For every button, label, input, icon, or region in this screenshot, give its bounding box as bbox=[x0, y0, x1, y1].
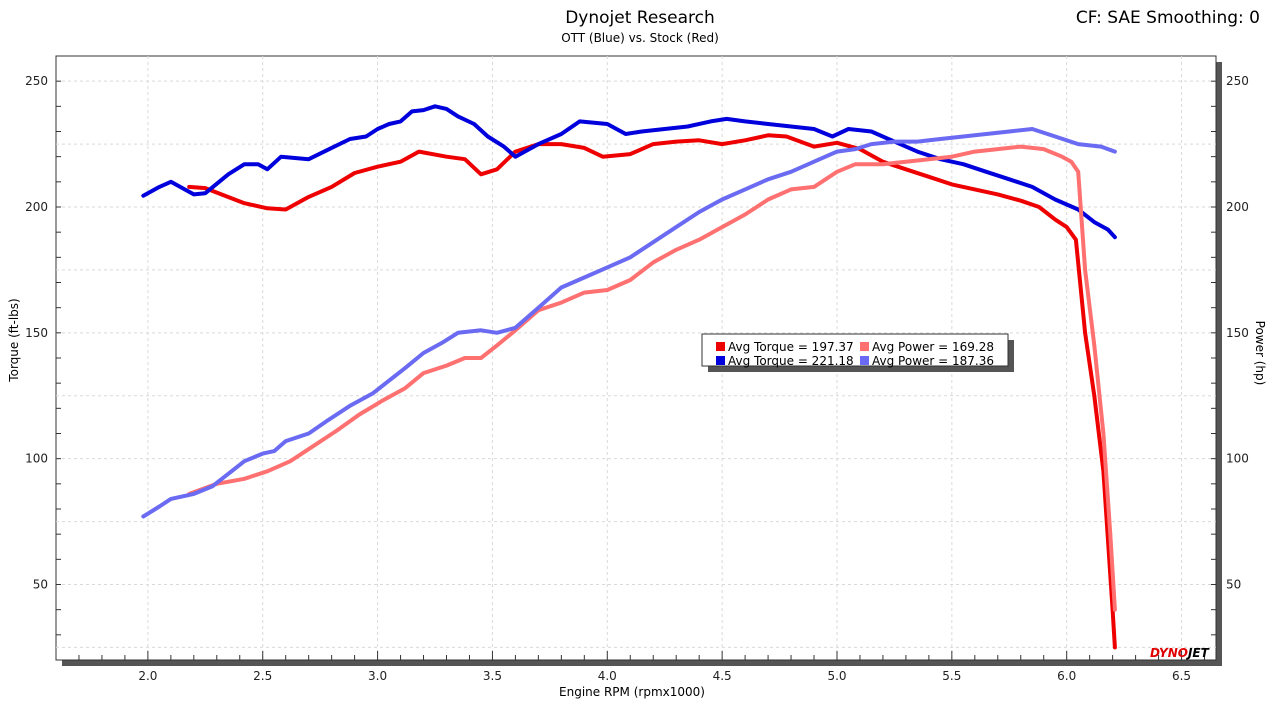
y-tick-label: 100 bbox=[25, 452, 48, 466]
legend-swatch bbox=[860, 342, 869, 351]
legend-swatch bbox=[716, 356, 725, 365]
y2-tick-label: 100 bbox=[1226, 452, 1249, 466]
legend-box bbox=[701, 333, 1009, 367]
brand-dyno-text: DYNO bbox=[1150, 646, 1188, 660]
legend-swatch bbox=[860, 356, 869, 365]
legend-entry: Avg Torque = 221.18 bbox=[728, 354, 854, 368]
brand-jet-text: JET bbox=[1186, 646, 1210, 660]
y2-tick-label: 250 bbox=[1226, 74, 1249, 88]
x-tick-label: 4.5 bbox=[713, 669, 732, 683]
x-tick-label: 3.5 bbox=[483, 669, 502, 683]
chart-title: Dynojet Research bbox=[565, 8, 715, 28]
y-tick-label: 150 bbox=[25, 326, 48, 340]
y-axis-label: Torque (ft-lbs) bbox=[7, 298, 21, 382]
legend-entry: Avg Torque = 197.37 bbox=[728, 340, 854, 354]
ticks: 2.0 2.5 3.0 3.5 4.0 4.5 5.0 5.5 6.0 6.5 50 50 100 100… bbox=[25, 74, 1249, 683]
dynojet-logo: DYNOJET bbox=[1150, 646, 1210, 660]
legend-entry: Avg Power = 169.28 bbox=[872, 340, 994, 354]
y2-tick-label: 200 bbox=[1226, 200, 1249, 214]
chart-subtitle: OTT (Blue) vs. Stock (Red) bbox=[561, 31, 719, 45]
x-tick-label: 5.5 bbox=[942, 669, 961, 683]
y-tick-label: 200 bbox=[25, 200, 48, 214]
x-tick-label: 3.0 bbox=[368, 669, 387, 683]
correction-factor-label: CF: SAE Smoothing: 0 bbox=[1075, 8, 1260, 28]
x-tick-label: 6.5 bbox=[1172, 669, 1191, 683]
x-tick-label: 2.0 bbox=[138, 669, 157, 683]
legend-swatch bbox=[716, 342, 725, 351]
legend-entry: Avg Power = 187.36 bbox=[872, 354, 994, 368]
x-tick-label: 5.0 bbox=[827, 669, 846, 683]
x-tick-label: 2.5 bbox=[253, 669, 272, 683]
y-tick-label: 250 bbox=[25, 74, 48, 88]
series-lines bbox=[141, 104, 1117, 650]
series-line-3 bbox=[141, 127, 1117, 519]
legend: Avg Torque = 197.37 Avg Power = 169.28Avg… bbox=[701, 333, 1014, 372]
plot-area bbox=[55, 55, 1217, 661]
x-axis-label: Engine RPM (rpmx1000) bbox=[559, 685, 705, 699]
y2-axis-label: Power (hp) bbox=[1253, 321, 1267, 386]
x-tick-label: 6.0 bbox=[1057, 669, 1076, 683]
svg-text:DYNOJET: DYNOJET bbox=[1150, 646, 1210, 660]
series-line-0 bbox=[187, 133, 1117, 650]
series-line-2 bbox=[187, 144, 1117, 612]
y2-tick-label: 150 bbox=[1226, 326, 1249, 340]
y2-tick-label: 50 bbox=[1226, 578, 1241, 592]
y-tick-label: 50 bbox=[33, 578, 48, 592]
x-tick-label: 4.0 bbox=[598, 669, 617, 683]
